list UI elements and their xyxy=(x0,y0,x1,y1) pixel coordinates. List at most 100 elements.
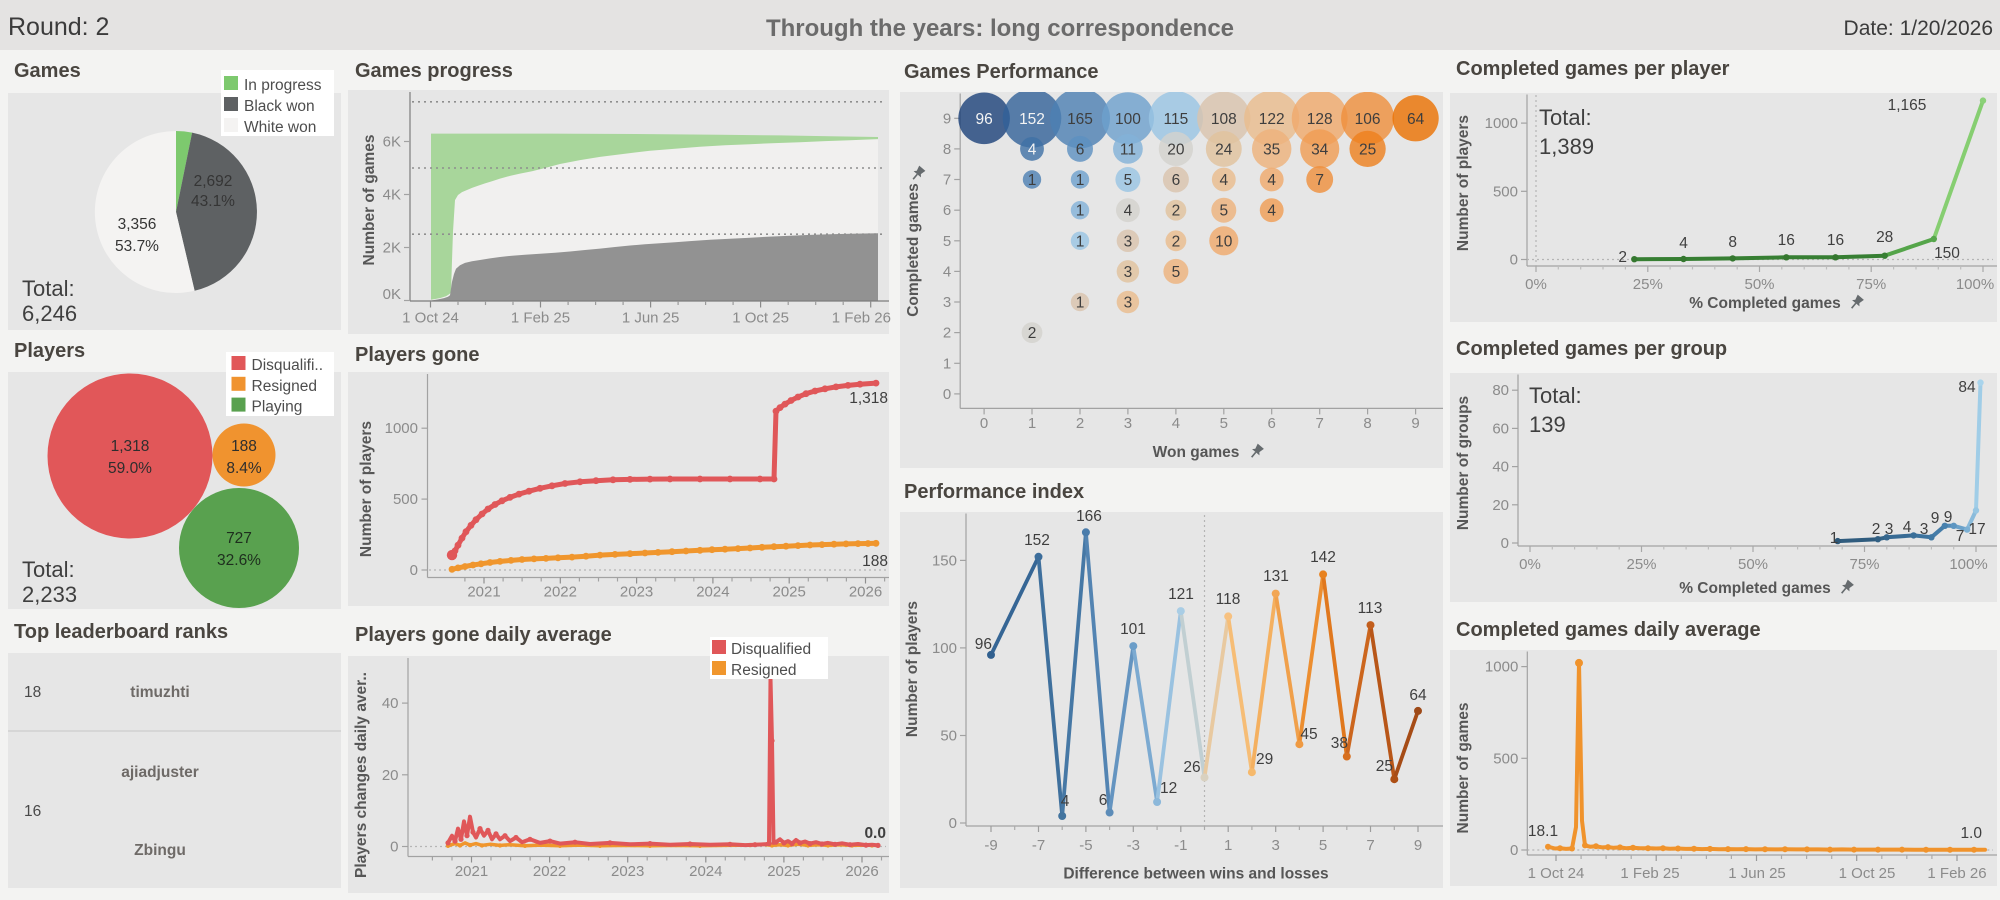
svg-text:24: 24 xyxy=(1215,141,1233,158)
svg-text:1 Jun 25: 1 Jun 25 xyxy=(1728,865,1786,882)
svg-text:Completed games daily average: Completed games daily average xyxy=(1456,619,1761,641)
svg-text:16: 16 xyxy=(1827,232,1844,249)
svg-text:Top leaderboard ranks: Top leaderboard ranks xyxy=(14,621,228,643)
svg-text:2K: 2K xyxy=(383,240,401,257)
svg-text:2: 2 xyxy=(1872,521,1881,538)
svg-text:7: 7 xyxy=(1315,172,1324,189)
svg-text:6: 6 xyxy=(1268,415,1276,432)
svg-text:2: 2 xyxy=(1028,325,1037,342)
svg-text:2024: 2024 xyxy=(689,863,722,880)
svg-text:1: 1 xyxy=(1076,295,1085,312)
svg-text:Won games: Won games xyxy=(1153,444,1240,461)
svg-text:Number of groups: Number of groups xyxy=(1455,396,1472,530)
svg-text:4: 4 xyxy=(1028,141,1037,158)
svg-text:Round: 2: Round: 2 xyxy=(8,13,109,41)
svg-text:-1: -1 xyxy=(1174,837,1187,854)
svg-text:7: 7 xyxy=(1956,528,1965,545)
svg-text:4: 4 xyxy=(1267,172,1276,189)
svg-text:9: 9 xyxy=(1411,415,1419,432)
svg-text:1 Feb 26: 1 Feb 26 xyxy=(832,310,891,327)
svg-text:16: 16 xyxy=(24,803,41,820)
svg-text:96: 96 xyxy=(975,636,992,653)
svg-text:Games Performance: Games Performance xyxy=(904,61,1099,83)
svg-text:8: 8 xyxy=(1363,415,1371,432)
svg-text:80: 80 xyxy=(1492,382,1509,399)
svg-text:6: 6 xyxy=(1099,792,1108,809)
svg-text:2022: 2022 xyxy=(544,584,577,601)
svg-text:5: 5 xyxy=(1220,415,1228,432)
svg-text:166: 166 xyxy=(1076,508,1102,525)
svg-text:50%: 50% xyxy=(1744,276,1774,293)
svg-text:20: 20 xyxy=(382,767,399,784)
svg-text:26: 26 xyxy=(1183,759,1200,776)
svg-text:-7: -7 xyxy=(1032,837,1045,854)
svg-text:40: 40 xyxy=(382,695,399,712)
svg-text:5: 5 xyxy=(1219,203,1228,220)
svg-text:100%: 100% xyxy=(1956,276,1994,293)
svg-text:4: 4 xyxy=(1219,172,1228,189)
svg-text:% Completed games: % Completed games xyxy=(1679,580,1831,597)
svg-text:128: 128 xyxy=(1307,111,1333,128)
svg-text:Completed games per player: Completed games per player xyxy=(1456,58,1730,80)
svg-text:0: 0 xyxy=(949,815,957,832)
svg-text:1 Oct 24: 1 Oct 24 xyxy=(1528,865,1585,882)
svg-text:28: 28 xyxy=(1876,229,1893,246)
svg-text:2,233: 2,233 xyxy=(22,582,77,607)
svg-text:9: 9 xyxy=(943,110,951,127)
svg-text:75%: 75% xyxy=(1856,276,1886,293)
svg-text:96: 96 xyxy=(975,111,992,128)
svg-text:17: 17 xyxy=(1968,521,1985,538)
svg-text:8: 8 xyxy=(1728,234,1737,251)
svg-text:Date: 1/20/2026: Date: 1/20/2026 xyxy=(1844,17,1993,40)
svg-text:0%: 0% xyxy=(1519,556,1541,573)
svg-text:4: 4 xyxy=(1124,203,1133,220)
svg-text:3: 3 xyxy=(1272,837,1280,854)
svg-text:101: 101 xyxy=(1120,621,1146,638)
svg-text:0: 0 xyxy=(943,386,951,403)
svg-text:Disqualifi..: Disqualifi.. xyxy=(252,357,324,374)
svg-text:131: 131 xyxy=(1263,568,1289,585)
svg-text:38: 38 xyxy=(1331,735,1348,752)
svg-text:Number of players: Number of players xyxy=(358,421,375,557)
svg-text:100%: 100% xyxy=(1949,556,1987,573)
svg-text:1: 1 xyxy=(1028,172,1037,189)
svg-text:188: 188 xyxy=(231,438,257,455)
svg-text:121: 121 xyxy=(1168,586,1194,603)
svg-text:Games: Games xyxy=(14,60,81,82)
svg-text:Disqualified: Disqualified xyxy=(731,641,811,658)
svg-text:1,318: 1,318 xyxy=(849,390,888,407)
svg-text:122: 122 xyxy=(1259,111,1285,128)
svg-text:% Completed games: % Completed games xyxy=(1689,295,1841,312)
svg-text:7: 7 xyxy=(1366,837,1374,854)
svg-text:1 Jun 25: 1 Jun 25 xyxy=(622,310,680,327)
svg-text:100: 100 xyxy=(932,640,957,657)
svg-text:152: 152 xyxy=(1024,532,1050,549)
svg-text:Players changes daily aver..: Players changes daily aver.. xyxy=(353,672,370,878)
svg-text:1: 1 xyxy=(1224,837,1232,854)
svg-text:7: 7 xyxy=(943,172,951,189)
svg-text:Difference between wins and lo: Difference between wins and losses xyxy=(1063,866,1328,883)
svg-text:25: 25 xyxy=(1359,141,1376,158)
svg-text:3: 3 xyxy=(1885,521,1894,538)
svg-text:0.0: 0.0 xyxy=(864,825,886,842)
svg-text:Players gone daily average: Players gone daily average xyxy=(355,624,612,646)
svg-text:10: 10 xyxy=(1215,233,1233,250)
svg-text:4: 4 xyxy=(1903,519,1912,536)
svg-text:1: 1 xyxy=(943,355,951,372)
svg-text:1,318: 1,318 xyxy=(111,438,150,455)
svg-text:500: 500 xyxy=(1493,750,1518,767)
svg-text:25%: 25% xyxy=(1633,276,1663,293)
svg-text:0: 0 xyxy=(1501,535,1509,552)
svg-text:1.0: 1.0 xyxy=(1960,825,1982,842)
svg-text:1: 1 xyxy=(1830,530,1839,547)
svg-text:165: 165 xyxy=(1067,111,1093,128)
svg-text:8.4%: 8.4% xyxy=(226,460,262,477)
svg-text:2022: 2022 xyxy=(533,863,566,880)
svg-text:4: 4 xyxy=(1267,203,1276,220)
svg-text:150: 150 xyxy=(1934,245,1960,262)
svg-text:2026: 2026 xyxy=(845,863,878,880)
svg-text:6: 6 xyxy=(1172,172,1181,189)
svg-text:18.1: 18.1 xyxy=(1528,823,1558,840)
svg-text:1 Oct 24: 1 Oct 24 xyxy=(402,310,459,327)
svg-text:142: 142 xyxy=(1310,549,1336,566)
